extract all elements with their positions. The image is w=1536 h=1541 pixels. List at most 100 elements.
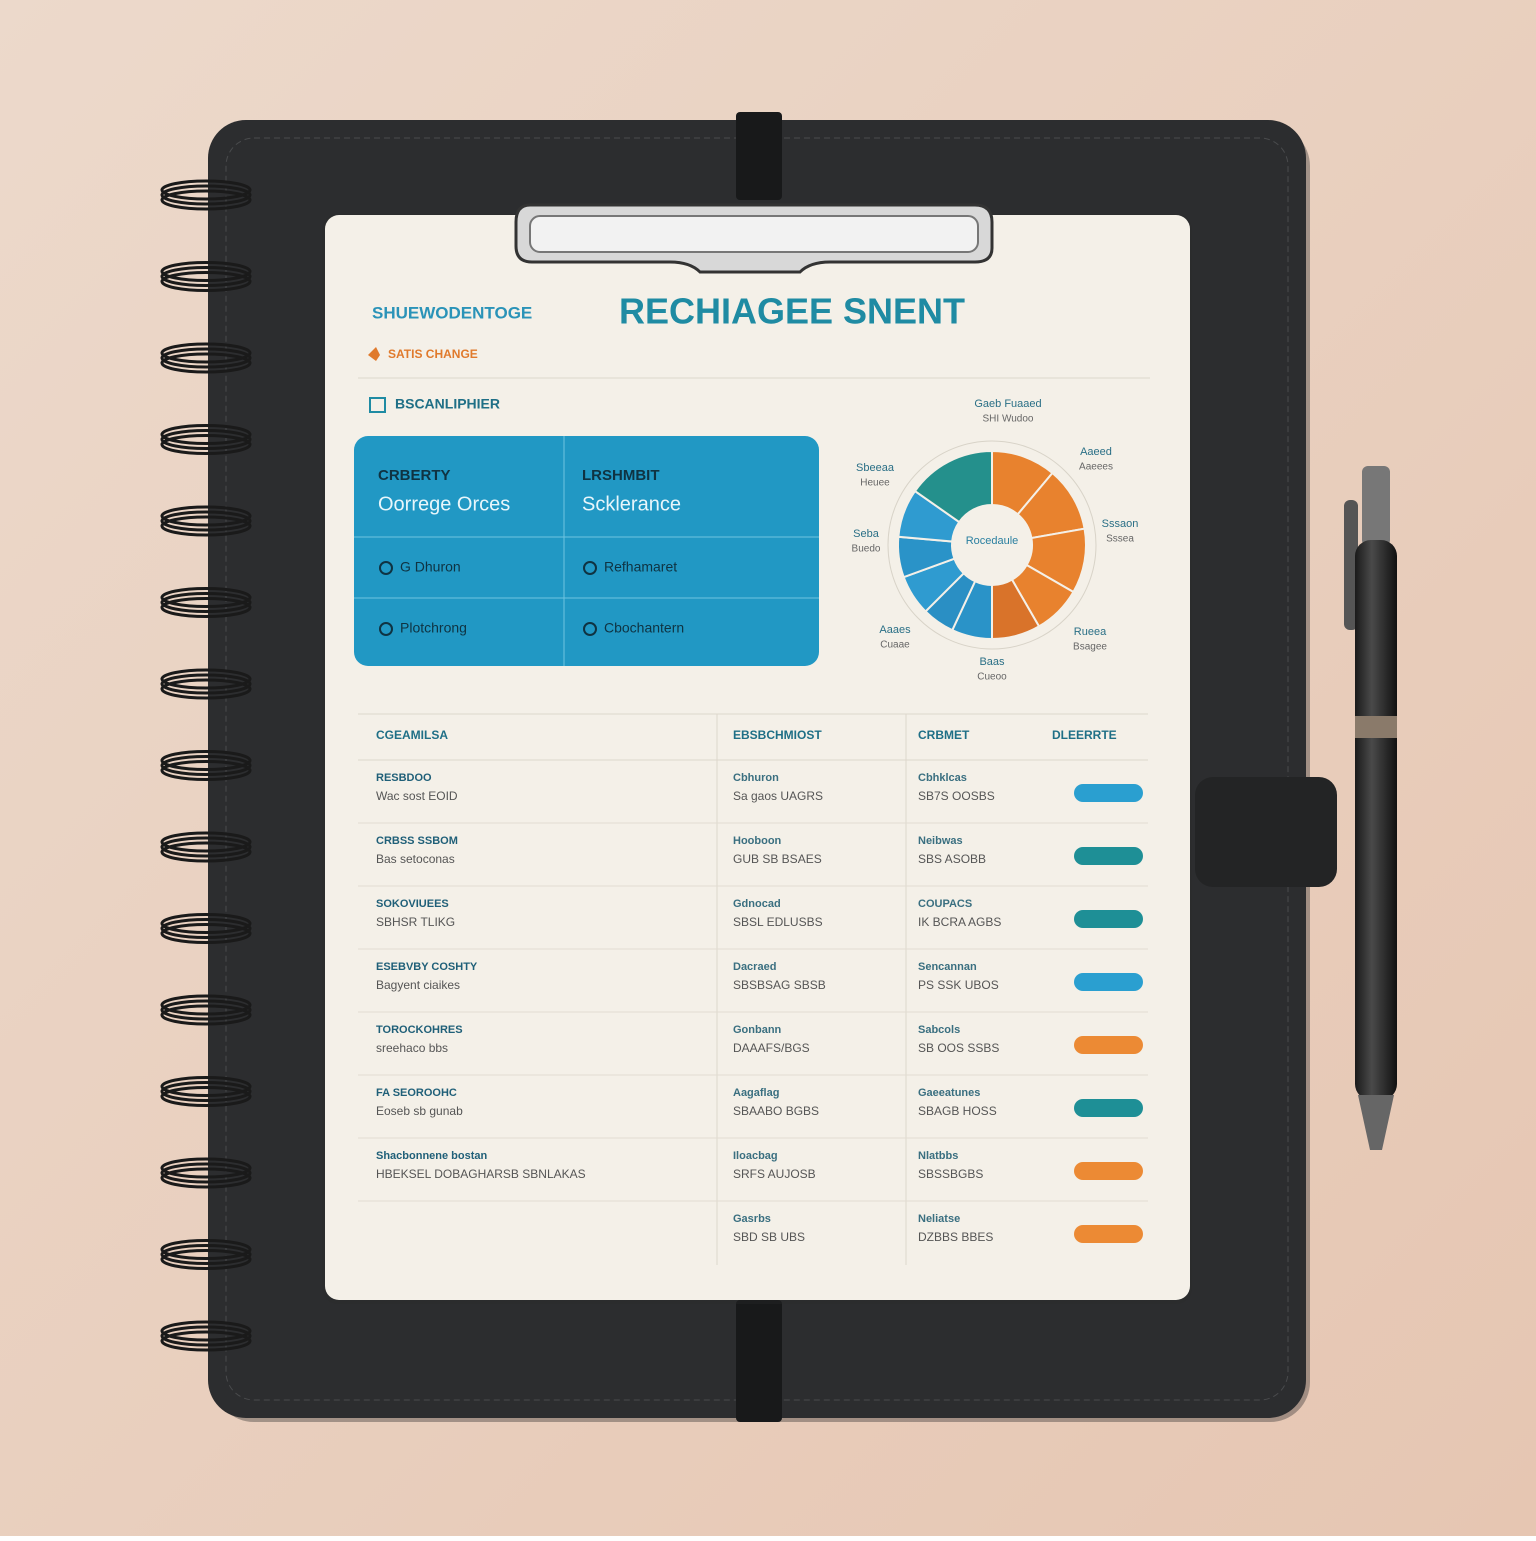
cell-detail: HBEKSEL DOBAGHARSB SBNLAKAS (376, 1167, 586, 1181)
donut-label: Aaeed (1080, 446, 1112, 458)
donut-label: Seba (853, 528, 880, 540)
ring (160, 668, 252, 690)
pen (1344, 466, 1397, 1150)
ring (160, 1249, 252, 1270)
cell-title: FA SEOROOHC (376, 1087, 457, 1099)
ring (160, 1086, 252, 1107)
pen-clip (1344, 500, 1358, 630)
cell-detail: GUB SB BSAES (733, 852, 822, 866)
cell-title: Gasrbs (733, 1213, 771, 1225)
cell-title: Sencannan (918, 961, 977, 973)
ring (160, 994, 252, 1016)
ring (160, 179, 252, 201)
strap-top (736, 112, 782, 200)
cell-detail: SBD SB UBS (733, 1230, 805, 1244)
ring (160, 510, 252, 532)
card-icon (379, 561, 393, 575)
status-pill (1074, 1225, 1143, 1243)
table-header: CRBMET (918, 728, 970, 742)
cell-title: Shacbonnene bostan (376, 1150, 488, 1162)
donut-label: Bsagee (1073, 642, 1107, 653)
cell-title: TOROCKOHRES (376, 1024, 463, 1036)
pen-cap (1362, 466, 1390, 546)
card-heading: LRSHMBIT (582, 467, 660, 484)
cell-title: Gdnocad (733, 898, 781, 910)
ring (160, 347, 252, 369)
cell-title: CRBSS SSBOM (376, 835, 458, 847)
card-item: Plotchrong (400, 620, 467, 636)
table-header: EBSBCHMIOST (733, 728, 822, 742)
cell-detail: SBSBSAG SBSB (733, 978, 826, 992)
cell-detail: PS SSK UBOS (918, 978, 999, 992)
ring (160, 841, 252, 863)
card-item: Refhamaret (604, 559, 677, 575)
ring (160, 1244, 252, 1265)
cell-title: ESEBVBY COSHTY (376, 961, 478, 973)
cell-detail: SBHSR TLIKG (376, 915, 455, 929)
pen-tip (1358, 1095, 1394, 1150)
ring (160, 755, 252, 776)
summary-card (354, 436, 819, 666)
cell-detail: Wac sost EOID (376, 789, 458, 803)
rings (160, 179, 252, 1352)
cell-detail: SRFS AUJOSB (733, 1167, 816, 1181)
status-pill (1074, 1162, 1143, 1180)
ring (160, 1330, 252, 1352)
pen-band (1355, 716, 1397, 738)
ring (160, 342, 252, 364)
ring (160, 1167, 252, 1189)
title: RECHIAGEE SNENT (619, 291, 965, 332)
cell-title: Cbhklcas (918, 772, 967, 784)
status-pill (1074, 784, 1143, 802)
ring (160, 831, 252, 853)
donut-label: Sssea (1106, 534, 1134, 545)
cell-detail: SB OOS SSBS (918, 1041, 999, 1055)
section-icon (369, 397, 386, 413)
cell-title: Gaeeatunes (918, 1087, 980, 1099)
ring (160, 1325, 252, 1347)
ring (160, 266, 252, 287)
ring (160, 1320, 252, 1342)
cell-title: Nlatbbs (918, 1150, 958, 1162)
ring (160, 352, 252, 374)
donut-label: Cuaae (880, 640, 910, 651)
donut-center: Rocedaule (966, 535, 1019, 547)
section-label: BSCANLIPHIER (395, 396, 500, 412)
ring (160, 913, 252, 934)
ring (160, 189, 252, 211)
cell-detail: SB7S OOSBS (918, 789, 995, 803)
cell-detail: sreehaco bbs (376, 1041, 448, 1055)
card-content: CRBERTY Oorrege Orces LRSHMBIT Scklerance G … (354, 436, 819, 666)
cell-detail: Bas setoconas (376, 852, 455, 866)
ring (160, 184, 252, 206)
donut-label: Buedo (852, 544, 881, 555)
cell-title: Hooboon (733, 835, 782, 847)
ring (160, 999, 252, 1021)
ring (160, 750, 252, 771)
cell-title: Cbhuron (733, 772, 779, 784)
table-header: DLEERRTE (1052, 728, 1117, 742)
cell-title: RESBDOO (376, 772, 432, 784)
cell-detail: DAAAFS/BGS (733, 1041, 810, 1055)
donut: Rocedaule Gaeb Fuaaed SHI Wudoo Aaeed Aaeees… (852, 398, 1139, 683)
table-header: CGEAMILSA (376, 728, 448, 742)
cell-title: Neliatse (918, 1213, 960, 1225)
card-icon (379, 622, 393, 636)
donut-label: Sbeeaa (856, 462, 895, 474)
cell-detail: SBSSBGBS (918, 1167, 983, 1181)
ring (160, 1004, 252, 1026)
ring (160, 1239, 252, 1260)
card-heading: CRBERTY (378, 467, 451, 484)
donut-segment (913, 449, 993, 524)
ring (160, 261, 252, 282)
cell-detail: IK BCRA AGBS (918, 915, 1001, 929)
card-icon (583, 622, 597, 636)
status-pill (1074, 1036, 1143, 1054)
ring (160, 678, 252, 700)
cell-detail: SBAABO BGBS (733, 1104, 819, 1118)
card-icon (583, 561, 597, 575)
ring (160, 1081, 252, 1102)
ring (160, 673, 252, 695)
donut-label: SHI Wudoo (983, 414, 1034, 425)
